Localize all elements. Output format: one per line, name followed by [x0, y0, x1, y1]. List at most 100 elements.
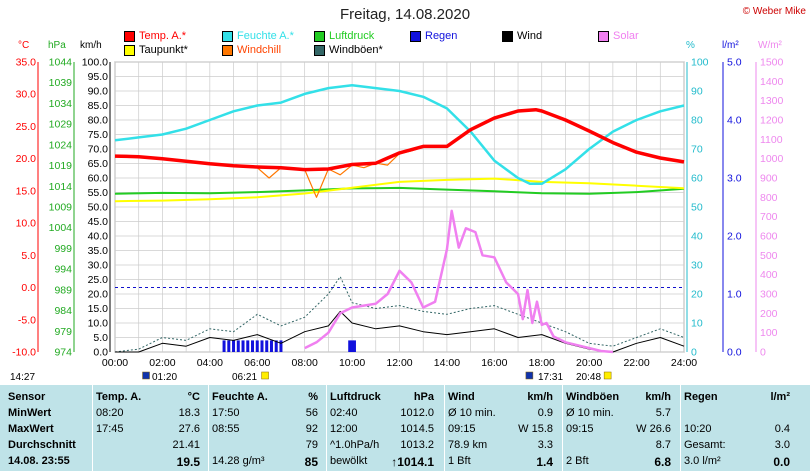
- x-tick-label: 06:00: [244, 357, 270, 369]
- stats-cell: Ø 10 min.: [566, 407, 614, 419]
- astro-marker: [525, 371, 534, 380]
- stats-cell: 14.08. 23:55: [8, 455, 70, 467]
- stats-cell: Gesamt:: [684, 439, 726, 451]
- x-tick-label: 02:00: [149, 357, 175, 369]
- sunset-time: 20:48: [576, 372, 602, 383]
- astro-marker: [142, 371, 150, 380]
- axis-tick-label-wm2: 300: [760, 289, 778, 301]
- rain-bar: [222, 340, 226, 352]
- stats-cell: 08:20: [96, 407, 124, 419]
- stats-cell: 17:50: [212, 407, 240, 419]
- x-tick-label: 24:00: [671, 357, 697, 369]
- stats-cell: Sensor: [8, 391, 46, 403]
- axis-tick-label-hpa: 989: [54, 284, 72, 296]
- axis-tick-label-hpa: 1014: [49, 181, 73, 193]
- legend-swatch: [222, 44, 233, 56]
- axis-tick-label-temp: 15.0: [16, 185, 37, 197]
- legend-label: Feuchte A.*: [237, 30, 294, 42]
- x-tick-label: 00:00: [102, 357, 128, 369]
- astro-marker: [603, 371, 612, 380]
- axis-tick-label-hpa: 1039: [49, 77, 73, 89]
- legend-item: Regen: [410, 30, 457, 42]
- stats-cell: 0.9: [537, 407, 553, 419]
- axis-tick-label-lm2: 0.0: [727, 347, 742, 359]
- axis-tick-label-wm2: 900: [760, 173, 778, 185]
- axis-tick-label-temp: -5.0: [18, 314, 36, 326]
- stats-cell: Windböen: [566, 391, 620, 403]
- stats-cell: Wind: [448, 391, 475, 403]
- rain-bar: [251, 340, 255, 352]
- axis-tick-label-hpa: 1029: [49, 119, 73, 131]
- axis-tick-label-wm2: 100: [760, 327, 778, 339]
- stats-cell: 5.7: [655, 407, 671, 419]
- axis-tick-label-hpa: 979: [54, 326, 72, 338]
- legend-swatch: [124, 30, 135, 42]
- axis-tick-label-kmh: 20.0: [88, 289, 109, 301]
- stats-cell: 3.0: [774, 439, 790, 451]
- table-divider: [562, 385, 563, 471]
- axis-tick-label-pct: 0: [691, 347, 697, 359]
- rain-bar: [246, 340, 250, 352]
- axis-tick-label-kmh: 50.0: [88, 202, 109, 214]
- axis-tick-label-kmh: 65.0: [88, 158, 109, 170]
- astro-marker: [261, 371, 269, 380]
- axis-tick-label-kmh: 10.0: [88, 318, 109, 330]
- legend-item: Taupunkt*: [124, 44, 188, 56]
- rain-bar: [348, 340, 352, 352]
- axis-tick-label-hpa: 999: [54, 243, 72, 255]
- legend-label: Wind: [517, 30, 543, 42]
- legend-swatch: [502, 30, 513, 42]
- stats-cell: Ø 10 min.: [448, 407, 496, 419]
- unit-temp: °C: [18, 40, 30, 51]
- axis-tick-label-pct: 10: [691, 318, 703, 330]
- stats-cell: 78.9 km: [448, 439, 488, 451]
- axis-tick-label-pct: 40: [691, 231, 703, 243]
- stats-cell: 1.4: [536, 455, 553, 469]
- table-divider: [326, 385, 327, 471]
- axis-tick-label-wm2: 200: [760, 308, 778, 320]
- legend-label: Temp. A.*: [139, 30, 187, 42]
- rain-bar: [269, 340, 273, 352]
- stats-cell: MaxWert: [8, 423, 54, 435]
- unit-kmh: km/h: [80, 40, 102, 51]
- axis-tick-label-temp: -10.0: [12, 347, 36, 359]
- series-line-solar: [304, 209, 614, 354]
- axis-tick-label-pct: 90: [691, 86, 703, 98]
- rain-bar: [232, 340, 236, 352]
- series-line-luftdruck: [114, 186, 685, 195]
- axis-tick-label-kmh: 45.0: [88, 216, 109, 228]
- axis-tick-label-wm2: 1300: [760, 95, 784, 107]
- legend-label: Solar: [613, 30, 639, 42]
- stats-cell: Luftdruck: [330, 391, 381, 403]
- axis-tick-label-wm2: 1500: [760, 57, 784, 69]
- axis-tick-label-kmh: 100.0: [82, 57, 108, 69]
- rain-bar: [260, 340, 264, 352]
- legend-swatch: [222, 30, 233, 42]
- axis-tick-label-hpa: 1009: [49, 202, 73, 214]
- series-line-taupunkt: [114, 177, 685, 203]
- axis-tick-label-kmh: 75.0: [88, 129, 109, 141]
- legend-label: Luftdruck: [329, 30, 375, 42]
- table-divider: [92, 385, 93, 471]
- stats-cell: Durchschnitt: [8, 439, 76, 451]
- axis-tick-label-lm2: 1.0: [727, 289, 742, 301]
- axis-tick-label-temp: 30.0: [16, 89, 37, 101]
- chart-title: Freitag, 14.08.2020: [339, 6, 471, 23]
- stats-cell: 1012.0: [400, 407, 434, 419]
- stats-cell: °C: [187, 391, 200, 403]
- axis-tick-label-kmh: 70.0: [88, 144, 109, 156]
- stats-cell: 08:55: [212, 423, 240, 435]
- axis-tick-label-temp: 5.0: [21, 250, 36, 262]
- unit-wm2: W/m²: [758, 40, 782, 51]
- x-tick-label: 22:00: [623, 357, 649, 369]
- table-divider: [680, 385, 681, 471]
- legend-label: Windböen*: [329, 44, 383, 56]
- axis-tick-label-kmh: 95.0: [88, 71, 109, 83]
- axis-tick-label-hpa: 1004: [49, 222, 73, 234]
- stats-cell: km/h: [645, 391, 671, 403]
- legend-item: Feuchte A.*: [222, 30, 294, 42]
- stats-cell: 19.5: [176, 455, 200, 469]
- stats-cell: 09:15: [448, 423, 476, 435]
- stats-cell: 0.4: [774, 423, 790, 435]
- axis-tick-label-kmh: 55.0: [88, 187, 109, 199]
